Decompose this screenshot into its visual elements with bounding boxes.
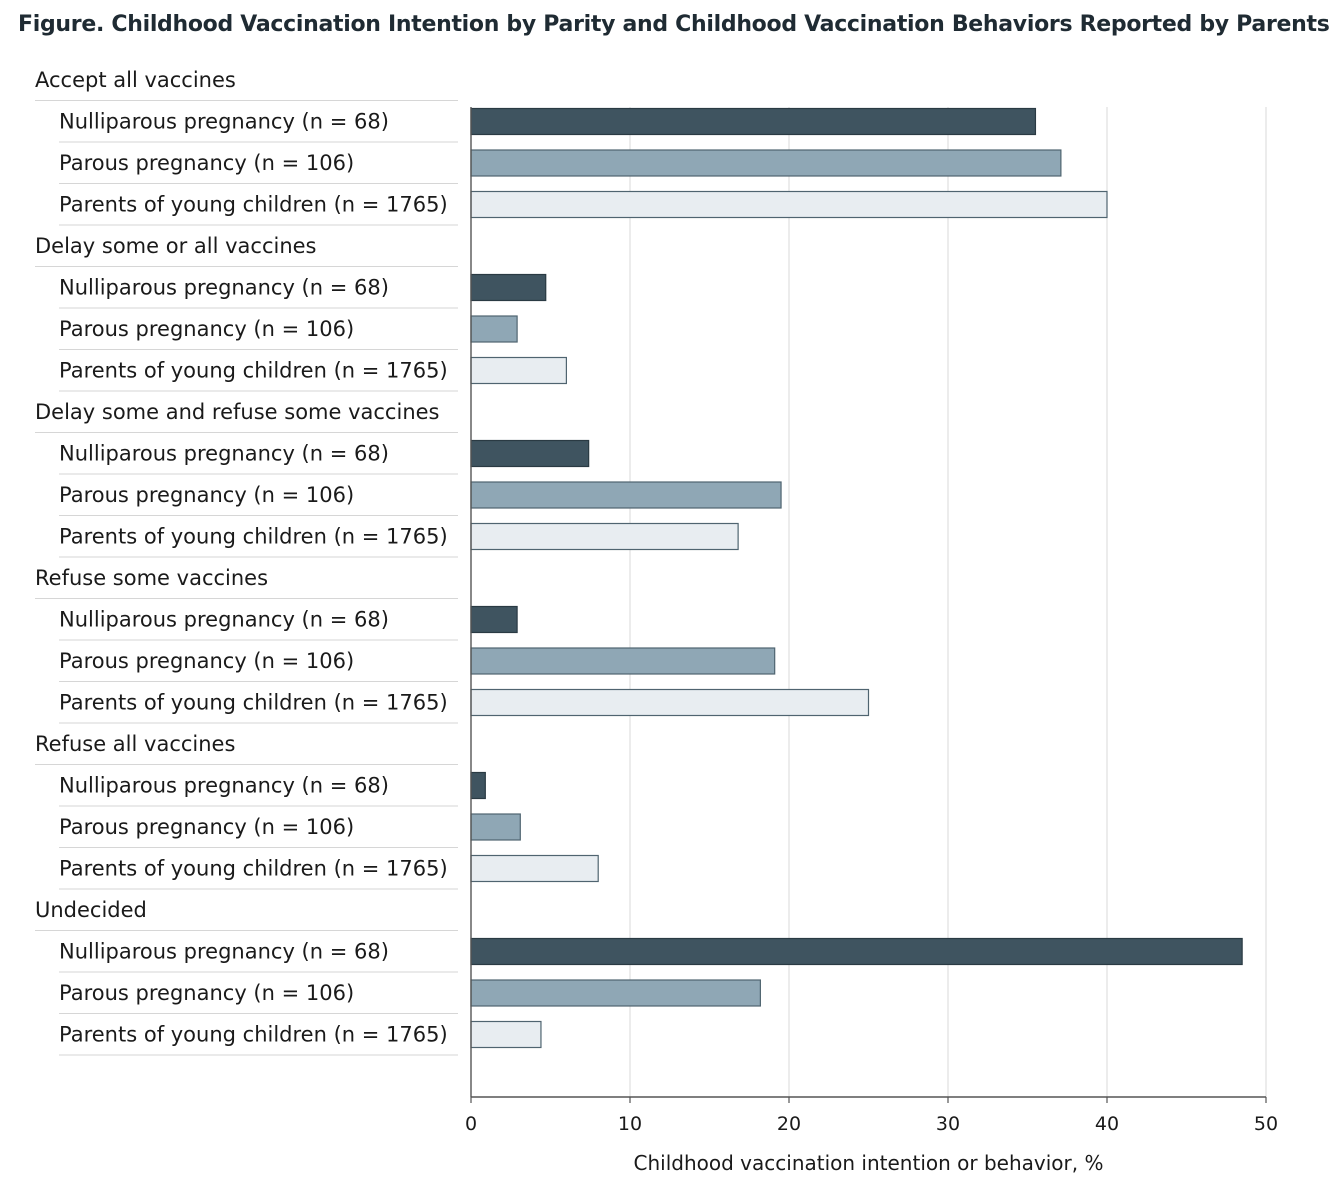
group-label: Accept all vaccines	[35, 68, 236, 92]
x-tick-label: 10	[618, 1113, 642, 1135]
bar	[470, 315, 518, 343]
row-label: Parents of young children (n = 1765)	[59, 857, 448, 881]
row-label: Parents of young children (n = 1765)	[59, 691, 448, 715]
bar	[470, 854, 599, 883]
group-label: Refuse all vaccines	[35, 732, 235, 756]
bar	[470, 647, 776, 675]
x-tick-label: 20	[777, 1113, 801, 1135]
row-label: Parents of young children (n = 1765)	[59, 359, 448, 383]
row-label: Parous pregnancy (n = 106)	[59, 317, 354, 341]
row-label: Parous pregnancy (n = 106)	[59, 815, 354, 839]
bar	[470, 771, 486, 800]
row-label: Parous pregnancy (n = 106)	[59, 483, 354, 507]
x-axis-title: Childhood vaccination intention or behav…	[634, 1151, 1104, 1175]
group-label: Refuse some vaccines	[35, 566, 268, 590]
bar	[470, 1020, 542, 1049]
bar	[470, 979, 761, 1007]
row-label: Nulliparous pregnancy (n = 68)	[59, 608, 389, 632]
bar	[470, 937, 1243, 966]
x-tick-label: 30	[936, 1113, 960, 1135]
x-tick-label: 50	[1254, 1113, 1278, 1135]
row-label: Parents of young children (n = 1765)	[59, 525, 448, 549]
row-label: Nulliparous pregnancy (n = 68)	[59, 442, 389, 466]
group-label: Delay some and refuse some vaccines	[35, 400, 440, 424]
bar	[470, 481, 782, 509]
group-label: Undecided	[35, 898, 147, 922]
bar	[470, 522, 739, 551]
row-label: Parents of young children (n = 1765)	[59, 1023, 448, 1047]
x-tick-label: 40	[1095, 1113, 1119, 1135]
row-label: Parous pregnancy (n = 106)	[59, 151, 354, 175]
row-label: Parous pregnancy (n = 106)	[59, 649, 354, 673]
bar	[470, 356, 568, 385]
bar	[470, 107, 1037, 136]
row-label: Nulliparous pregnancy (n = 68)	[59, 276, 389, 300]
row-label: Nulliparous pregnancy (n = 68)	[59, 940, 389, 964]
row-label: Nulliparous pregnancy (n = 68)	[59, 774, 389, 798]
row-label: Nulliparous pregnancy (n = 68)	[59, 110, 389, 134]
bar	[470, 688, 870, 717]
group-label: Delay some or all vaccines	[35, 234, 317, 258]
row-label: Parous pregnancy (n = 106)	[59, 981, 354, 1005]
bar	[470, 439, 590, 468]
figure-title: Figure. Childhood Vaccination Intention …	[18, 12, 1330, 37]
bar	[470, 149, 1062, 177]
bar	[470, 273, 547, 302]
bar	[470, 813, 521, 841]
x-tick-label: 0	[465, 1113, 477, 1135]
bar	[470, 190, 1108, 219]
row-label: Parents of young children (n = 1765)	[59, 193, 448, 217]
bar	[470, 605, 518, 634]
